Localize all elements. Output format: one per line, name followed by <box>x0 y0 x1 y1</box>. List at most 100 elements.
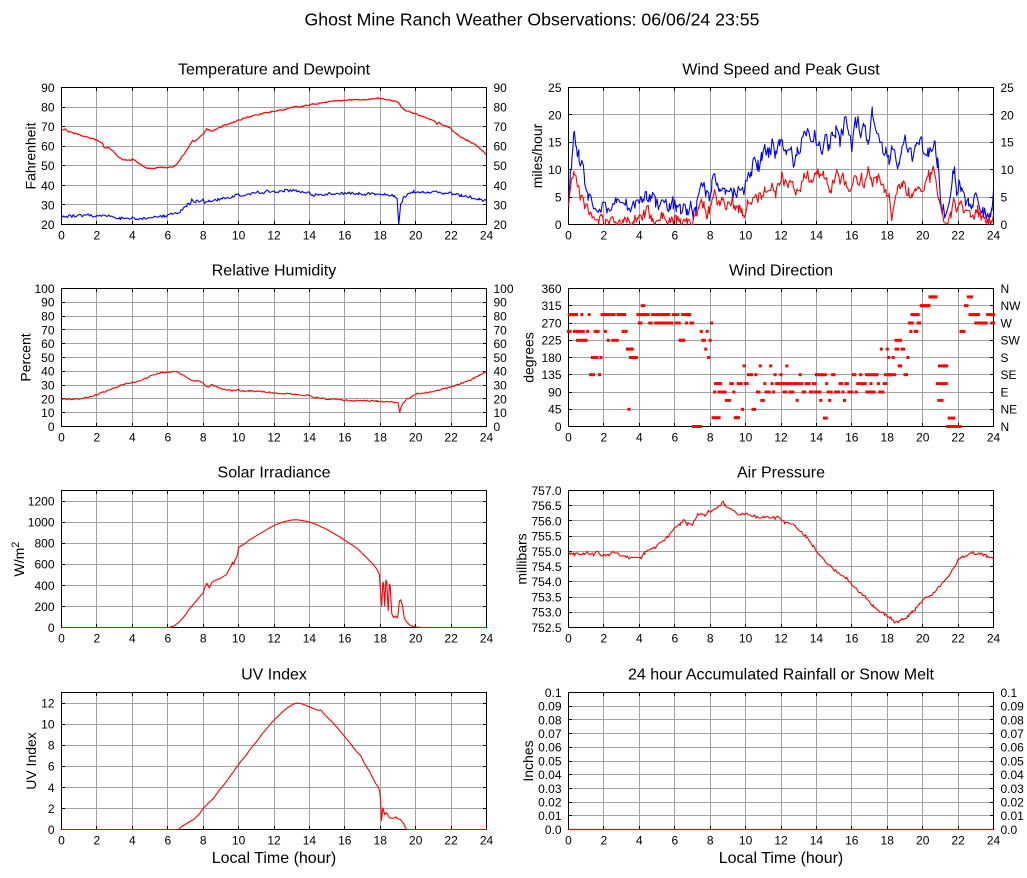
svg-text:6: 6 <box>164 834 171 848</box>
svg-text:6: 6 <box>164 632 171 646</box>
svg-text:10: 10 <box>1001 163 1015 177</box>
svg-text:0.09: 0.09 <box>1001 700 1025 714</box>
svg-text:50: 50 <box>41 159 55 173</box>
svg-text:20: 20 <box>409 632 423 646</box>
svg-text:0.0: 0.0 <box>1001 823 1018 837</box>
svg-text:6: 6 <box>671 431 678 445</box>
svg-text:0.04: 0.04 <box>1001 768 1025 782</box>
svg-text:70: 70 <box>41 323 55 337</box>
svg-text:24: 24 <box>987 431 1001 445</box>
svg-text:14: 14 <box>810 632 824 646</box>
svg-text:18: 18 <box>374 229 388 243</box>
svg-text:20: 20 <box>41 392 55 406</box>
svg-text:UV Index: UV Index <box>241 667 307 684</box>
svg-text:0: 0 <box>565 229 572 243</box>
svg-text:2: 2 <box>601 229 608 243</box>
svg-text:16: 16 <box>338 632 352 646</box>
svg-text:1200: 1200 <box>28 494 55 508</box>
svg-text:22: 22 <box>444 229 458 243</box>
svg-text:752.5: 752.5 <box>531 621 561 635</box>
svg-text:16: 16 <box>845 834 859 848</box>
svg-text:W: W <box>1001 316 1013 330</box>
svg-text:20: 20 <box>409 431 423 445</box>
svg-text:Air Pressure: Air Pressure <box>737 465 825 482</box>
svg-text:60: 60 <box>494 140 508 154</box>
svg-text:10: 10 <box>739 229 753 243</box>
svg-text:0: 0 <box>565 431 572 445</box>
svg-text:0: 0 <box>565 834 572 848</box>
svg-text:200: 200 <box>34 600 54 614</box>
svg-text:753.0: 753.0 <box>531 606 561 620</box>
svg-text:4: 4 <box>48 781 55 795</box>
svg-text:0: 0 <box>555 420 562 434</box>
svg-text:miles/hour: miles/hour <box>529 123 545 188</box>
svg-text:Relative Humidity: Relative Humidity <box>212 263 336 280</box>
svg-text:4: 4 <box>636 431 643 445</box>
svg-text:225: 225 <box>541 334 561 348</box>
svg-text:20: 20 <box>409 229 423 243</box>
svg-text:10: 10 <box>739 431 753 445</box>
svg-text:12: 12 <box>774 431 788 445</box>
svg-text:8: 8 <box>707 632 714 646</box>
svg-text:25: 25 <box>548 81 562 95</box>
svg-text:Inches: Inches <box>520 740 536 781</box>
svg-text:20: 20 <box>494 392 508 406</box>
svg-text:8: 8 <box>200 431 207 445</box>
svg-text:Percent: Percent <box>18 333 34 381</box>
svg-text:4: 4 <box>129 632 136 646</box>
svg-text:40: 40 <box>41 365 55 379</box>
svg-text:6: 6 <box>164 431 171 445</box>
svg-text:16: 16 <box>845 229 859 243</box>
svg-text:0.07: 0.07 <box>1001 727 1025 741</box>
svg-text:40: 40 <box>41 179 55 193</box>
svg-text:50: 50 <box>494 159 508 173</box>
svg-text:16: 16 <box>845 632 859 646</box>
svg-text:NE: NE <box>1001 403 1018 417</box>
svg-text:18: 18 <box>881 632 895 646</box>
svg-text:S: S <box>1001 351 1009 365</box>
svg-text:20: 20 <box>916 431 930 445</box>
svg-text:22: 22 <box>444 632 458 646</box>
svg-text:18: 18 <box>374 632 388 646</box>
svg-text:0: 0 <box>1001 218 1008 232</box>
svg-text:6: 6 <box>671 834 678 848</box>
svg-text:24: 24 <box>480 229 494 243</box>
svg-text:4: 4 <box>129 229 136 243</box>
svg-text:80: 80 <box>494 310 508 324</box>
svg-text:10: 10 <box>232 431 246 445</box>
svg-text:2: 2 <box>48 802 55 816</box>
svg-text:4: 4 <box>129 431 136 445</box>
svg-text:2: 2 <box>601 431 608 445</box>
svg-text:0.03: 0.03 <box>538 782 562 796</box>
svg-text:degrees: degrees <box>521 332 537 383</box>
svg-text:8: 8 <box>200 834 207 848</box>
svg-text:755.0: 755.0 <box>531 545 561 559</box>
svg-text:755.5: 755.5 <box>531 530 561 544</box>
svg-text:Solar Irradiance: Solar Irradiance <box>218 465 331 482</box>
svg-text:270: 270 <box>541 316 561 330</box>
svg-text:15: 15 <box>548 136 562 150</box>
svg-text:12: 12 <box>774 632 788 646</box>
svg-text:12: 12 <box>267 431 281 445</box>
svg-text:24 hour Accumulated Rainfall o: 24 hour Accumulated Rainfall or Snow Mel… <box>628 667 934 684</box>
svg-text:8: 8 <box>707 229 714 243</box>
svg-text:2: 2 <box>94 834 101 848</box>
svg-text:360: 360 <box>541 282 561 296</box>
svg-text:SE: SE <box>1001 368 1017 382</box>
svg-text:E: E <box>1001 385 1009 399</box>
svg-text:400: 400 <box>34 579 54 593</box>
svg-text:1000: 1000 <box>28 516 55 530</box>
svg-text:22: 22 <box>951 834 965 848</box>
svg-text:Local Time (hour): Local Time (hour) <box>212 850 337 867</box>
svg-text:0: 0 <box>58 229 65 243</box>
svg-text:Wind Speed and Peak Gust: Wind Speed and Peak Gust <box>682 62 880 79</box>
svg-text:SW: SW <box>1001 334 1021 348</box>
svg-text:90: 90 <box>494 296 508 310</box>
svg-text:16: 16 <box>338 229 352 243</box>
svg-text:80: 80 <box>494 100 508 114</box>
svg-text:14: 14 <box>303 834 317 848</box>
svg-text:0.08: 0.08 <box>538 713 562 727</box>
svg-text:70: 70 <box>41 120 55 134</box>
svg-text:NW: NW <box>1001 299 1022 313</box>
svg-text:14: 14 <box>810 834 824 848</box>
